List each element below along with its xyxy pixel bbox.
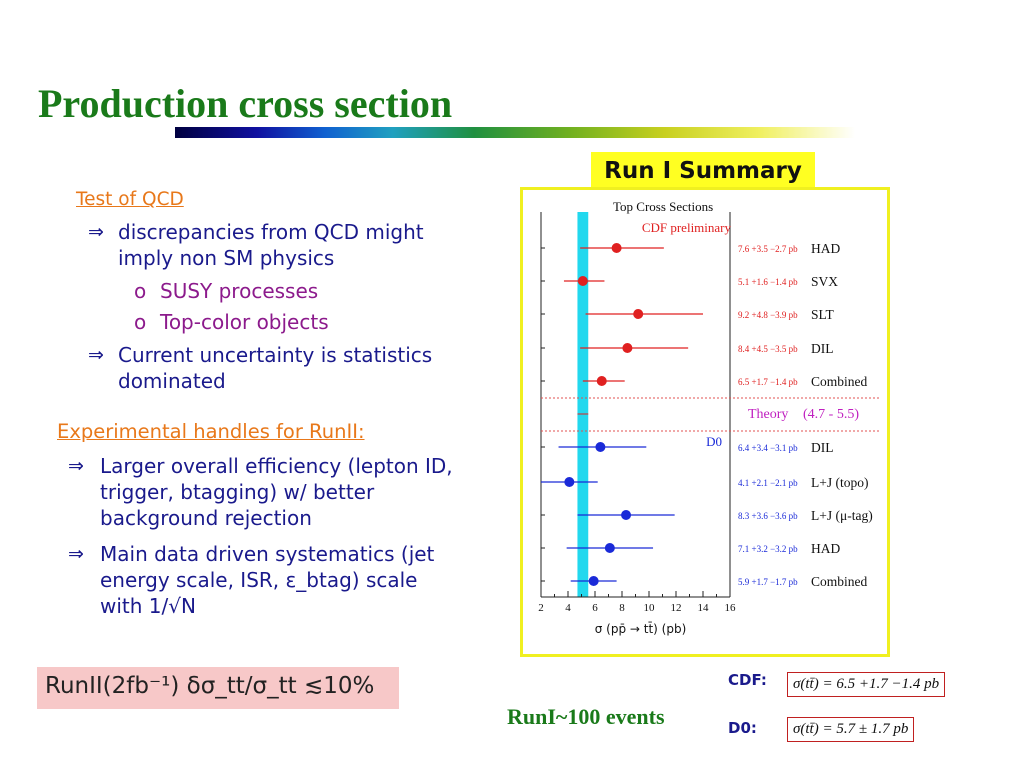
channel-label: SLT <box>811 307 835 322</box>
channel-label: Combined <box>811 574 867 589</box>
arrow-icon: ⇒ <box>88 344 104 366</box>
channel-label: HAD <box>811 241 840 256</box>
qcd-subitem-bullet: o <box>134 279 147 303</box>
x-tick-label: 12 <box>671 602 682 614</box>
qcd-subitem-2: Top-color objects <box>160 310 329 334</box>
data-point <box>604 543 615 553</box>
value-label: 8.4 +4.5 −3.5 pb <box>738 344 798 354</box>
data-point <box>596 376 607 386</box>
cross-section-panel: Top Cross Sections 2 4 6 8 10 12 14 16 σ (pp̄ → t… <box>520 187 890 657</box>
x-tick-label: 8 <box>619 602 625 614</box>
qcd-header: Test of QCD <box>76 189 184 210</box>
channel-label: L+J (topo) <box>811 475 868 490</box>
theory-range-label: (4.7 - 5.5) <box>803 407 859 422</box>
data-point <box>595 442 606 452</box>
channel-label: L+J (μ-tag) <box>811 508 873 523</box>
channel-label: DIL <box>811 341 834 356</box>
qcd-item-1: discrepancies from QCD might imply non S… <box>118 220 424 270</box>
x-tick-label: 6 <box>592 602 598 614</box>
title-gradient-rule <box>175 127 855 138</box>
qcd-subitem-bullet: o <box>134 310 147 334</box>
d0-group-label: D0 <box>706 434 722 449</box>
data-point <box>564 477 575 487</box>
value-label: 4.1 +2.1 −2.1 pb <box>738 478 798 488</box>
value-label: 7.1 +3.2 −3.2 pb <box>738 544 798 554</box>
theory-label: Theory <box>748 407 788 422</box>
cdf-preliminary-label: CDF preliminary <box>642 220 732 235</box>
cdf-result-formula: σ(tt̄) = 6.5 +1.7 −1.4 pb <box>787 672 946 697</box>
channel-label: Combined <box>811 374 867 389</box>
x-tick-label: 4 <box>565 602 571 614</box>
slide-title: Production cross section <box>38 81 453 126</box>
value-label: 9.2 +4.8 −3.9 pb <box>738 310 798 320</box>
qcd-item-2: Current uncertainty is statistics domina… <box>118 343 433 393</box>
exp-item-1: Larger overall efficiency (lepton ID, tr… <box>100 454 453 530</box>
x-tick-label: 16 <box>725 602 737 614</box>
data-point <box>622 343 633 353</box>
arrow-icon: ⇒ <box>68 543 84 565</box>
data-point <box>588 576 599 586</box>
exp-header: Experimental handles for RunII: <box>57 420 365 443</box>
x-tick-label: 2 <box>538 602 544 614</box>
cdf-label: CDF: <box>728 671 767 689</box>
x-axis-label: σ (pp̄ → tt̄) (pb) <box>595 622 687 636</box>
d0-result-formula: σ(tt̄) = 5.7 ± 1.7 pb <box>787 717 915 742</box>
value-label: 6.5 +1.7 −1.4 pb <box>738 377 798 387</box>
channel-label: SVX <box>811 274 838 289</box>
qcd-subitem-1: SUSY processes <box>160 279 319 303</box>
runii-precision-text: RunII(2fb⁻¹) δσ_tt/σ_tt ≲10% <box>45 673 375 699</box>
chart-title: Top Cross Sections <box>613 199 713 214</box>
arrow-icon: ⇒ <box>68 455 84 477</box>
theory-band <box>577 212 589 597</box>
arrow-icon: ⇒ <box>88 221 104 243</box>
x-tick-label: 14 <box>698 602 710 614</box>
value-label: 6.4 +3.4 −3.1 pb <box>738 443 798 453</box>
x-tick-label: 10 <box>644 602 656 614</box>
runii-highlight-box <box>37 667 399 709</box>
channel-label: HAD <box>811 541 840 556</box>
data-point <box>621 510 632 520</box>
value-label: 5.9 +1.7 −1.7 pb <box>738 577 798 587</box>
value-label: 5.1 +1.6 −1.4 pb <box>738 277 798 287</box>
channel-label: DIL <box>811 440 834 455</box>
data-point <box>611 243 622 253</box>
data-point <box>633 309 644 319</box>
runi-events-text: RunI~100 events <box>507 704 665 729</box>
cross-section-chart: Top Cross Sections 2 4 6 8 10 12 14 16 σ (pp̄ → t… <box>538 199 880 636</box>
value-label: 7.6 +3.5 −2.7 pb <box>738 244 798 254</box>
value-label: 8.3 +3.6 −3.6 pb <box>738 511 798 521</box>
data-point <box>577 276 588 286</box>
runi-summary-label: Run I Summary <box>591 152 815 190</box>
exp-item-2: Main data driven systematics (jet energy… <box>100 542 435 618</box>
d0-label: D0: <box>728 719 757 737</box>
